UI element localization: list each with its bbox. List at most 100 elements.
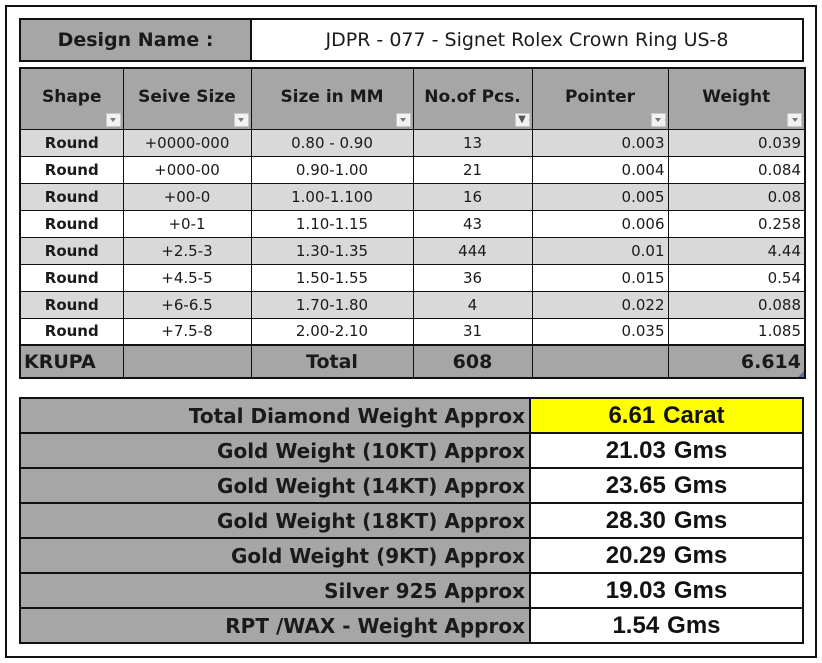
chevron-down-icon [110,117,116,122]
total-row: KRUPA Total 608 6.614 [19,344,806,379]
cell-pcs[interactable]: 43 [412,209,533,238]
cell-pointer[interactable]: 0.015 [531,263,669,292]
column-header-pcs: No.of Pcs. ▼ [412,67,533,130]
summary-value[interactable]: 1.54 Gms [529,607,804,644]
filter-dropdown-size-mm[interactable] [395,112,411,127]
cell-weight[interactable]: 1.085 [667,317,806,346]
chevron-down-icon [655,117,661,122]
design-name-label: Design Name : [21,20,252,60]
summary-row-gold-9kt: Gold Weight (9KT) Approx 20.29 Gms [19,537,804,574]
cell-size-mm[interactable]: 0.90-1.00 [250,155,414,184]
cell-size-mm[interactable]: 1.70-1.80 [250,290,414,319]
cell-pcs[interactable]: 36 [412,263,533,292]
chevron-down-icon [791,117,798,122]
summary-label: Gold Weight (10KT) Approx [19,432,531,469]
summary-label: Total Diamond Weight Approx [19,397,531,434]
filter-dropdown-pcs[interactable]: ▼ [514,112,530,127]
cell-weight[interactable]: 0.039 [667,128,806,157]
summary-label: Gold Weight (14KT) Approx [19,467,531,504]
cell-pointer[interactable]: 0.004 [531,155,669,184]
cell-krupa[interactable]: KRUPA [19,344,124,379]
summary-row-gold-18kt: Gold Weight (18KT) Approx 28.30 Gms [19,502,804,539]
cell-pcs[interactable]: 4 [412,290,533,319]
summary-label: Silver 925 Approx [19,572,531,609]
cell-seive-size[interactable]: +7.5-8 [122,317,252,346]
cell-weight[interactable]: 0.084 [667,155,806,184]
total-label[interactable]: Total [250,344,414,379]
cell-empty[interactable] [531,344,669,379]
cell-shape[interactable]: Round [19,236,124,265]
summary-value[interactable]: 28.30 Gms [529,502,804,539]
cell-size-mm[interactable]: 1.10-1.15 [250,209,414,238]
cell-shape[interactable]: Round [19,290,124,319]
cell-pcs[interactable]: 31 [412,317,533,346]
cell-pointer[interactable]: 0.003 [531,128,669,157]
cell-weight[interactable]: 0.258 [667,209,806,238]
cell-seive-size[interactable]: +0-1 [122,209,252,238]
table-row: Round +4.5-5 1.50-1.55 36 0.015 0.54 [19,263,806,292]
cell-pointer[interactable]: 0.035 [531,317,669,346]
summary-label: Gold Weight (18KT) Approx [19,502,531,539]
cell-pcs[interactable]: 13 [412,128,533,157]
cell-size-mm[interactable]: 1.30-1.35 [250,236,414,265]
cell-pointer[interactable]: 0.005 [531,182,669,211]
cell-weight[interactable]: 0.088 [667,290,806,319]
table-row: Round +00-0 1.00-1.100 16 0.005 0.08 [19,182,806,211]
cell-size-mm[interactable]: 1.50-1.55 [250,263,414,292]
cell-seive-size[interactable]: +2.5-3 [122,236,252,265]
cell-seive-size[interactable]: +000-00 [122,155,252,184]
cell-weight[interactable]: 0.54 [667,263,806,292]
total-pcs[interactable]: 608 [412,344,533,379]
design-name-value[interactable]: JDPR - 077 - Signet Rolex Crown Ring US-… [252,20,802,60]
cell-pcs[interactable]: 16 [412,182,533,211]
cell-shape[interactable]: Round [19,317,124,346]
column-header-seive-size: Seive Size [122,67,252,130]
table-resize-handle[interactable] [798,371,804,377]
cell-shape[interactable]: Round [19,182,124,211]
total-weight-value: 6.614 [740,350,801,373]
cell-seive-size[interactable]: +6-6.5 [122,290,252,319]
column-header-weight: Weight [667,67,806,130]
cell-weight[interactable]: 0.08 [667,182,806,211]
summary-value[interactable]: 19.03 Gms [529,572,804,609]
cell-pcs[interactable]: 444 [412,236,533,265]
cell-pointer[interactable]: 0.022 [531,290,669,319]
chevron-down-icon [400,117,406,122]
summary-row-rpt-wax: RPT /WAX - Weight Approx 1.54 Gms [19,607,804,644]
cell-shape[interactable]: Round [19,263,124,292]
summary-value[interactable]: 6.61 Carat [529,397,804,434]
design-name-row: Design Name : JDPR - 077 - Signet Rolex … [19,18,804,62]
table-row: Round +0-1 1.10-1.15 43 0.006 0.258 [19,209,806,238]
cell-pointer[interactable]: 0.006 [531,209,669,238]
cell-seive-size[interactable]: +00-0 [122,182,252,211]
cell-pointer[interactable]: 0.01 [531,236,669,265]
summary-row-silver-925: Silver 925 Approx 19.03 Gms [19,572,804,609]
cell-shape[interactable]: Round [19,128,124,157]
cell-pcs[interactable]: 21 [412,155,533,184]
summary-row-gold-10kt: Gold Weight (10KT) Approx 21.03 Gms [19,432,804,469]
summary-value[interactable]: 21.03 Gms [529,432,804,469]
table-row: Round +000-00 0.90-1.00 21 0.004 0.084 [19,155,806,184]
cell-empty[interactable] [122,344,252,379]
filter-dropdown-seive-size[interactable] [233,112,249,127]
total-weight[interactable]: 6.614 [667,344,806,379]
cell-shape[interactable]: Round [19,155,124,184]
cell-seive-size[interactable]: +4.5-5 [122,263,252,292]
table-row: Round +2.5-3 1.30-1.35 444 0.01 4.44 [19,236,806,265]
filter-dropdown-shape[interactable] [105,112,121,127]
cell-weight[interactable]: 4.44 [667,236,806,265]
cell-seive-size[interactable]: +0000-000 [122,128,252,157]
cell-shape[interactable]: Round [19,209,124,238]
cell-size-mm[interactable]: 1.00-1.100 [250,182,414,211]
table-row: Round +0000-000 0.80 - 0.90 13 0.003 0.0… [19,128,806,157]
cell-size-mm[interactable]: 2.00-2.10 [250,317,414,346]
summary-value[interactable]: 20.29 Gms [529,537,804,574]
filter-dropdown-pointer[interactable] [650,112,666,127]
column-header-size-mm: Size in MM [250,67,414,130]
filter-dropdown-weight[interactable] [787,112,802,127]
summary-value[interactable]: 23.65 Gms [529,467,804,504]
filter-funnel-icon: ▼ [518,113,526,125]
summary-row-diamond: Total Diamond Weight Approx 6.61 Carat [19,397,804,434]
weight-summary-table: Total Diamond Weight Approx 6.61 Carat Go… [19,397,804,644]
cell-size-mm[interactable]: 0.80 - 0.90 [250,128,414,157]
